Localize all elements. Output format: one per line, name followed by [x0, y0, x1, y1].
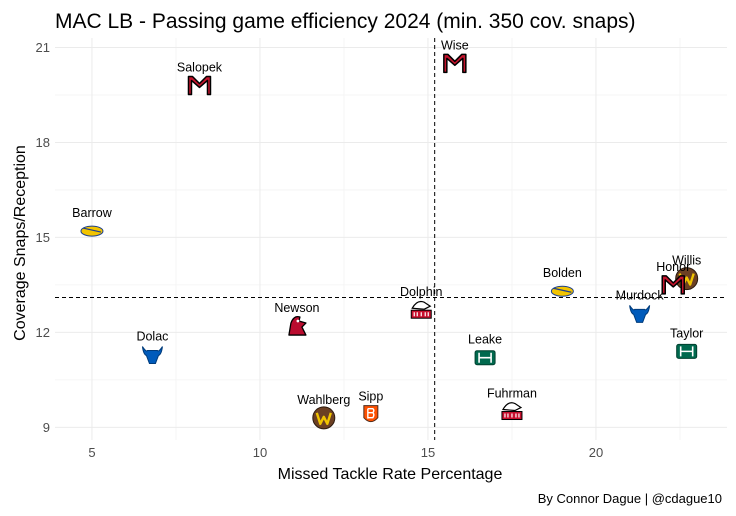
data-point: Taylor — [670, 326, 703, 359]
data-point: Honor — [656, 260, 690, 295]
point-label: Honor — [656, 260, 690, 274]
x-axis-ticks: 5 10 15 20 — [88, 445, 603, 460]
caption: By Connor Dague | @cdague10 — [538, 491, 722, 506]
miami-oh-logo-icon — [443, 53, 467, 74]
point-label: Barrow — [72, 206, 113, 220]
point-label: Dolac — [136, 330, 168, 344]
toledo-logo-icon — [80, 225, 104, 237]
northern-illinois-logo-icon — [410, 300, 432, 319]
grid — [55, 38, 727, 440]
point-label: Wise — [441, 38, 469, 52]
bowling-green-logo-icon — [363, 405, 379, 423]
y-tick-label: 15 — [36, 230, 50, 245]
toledo-logo-icon — [550, 285, 574, 297]
western-michigan-logo-icon — [312, 406, 336, 430]
point-label: Fuhrman — [487, 387, 537, 401]
data-point: Leake — [468, 333, 502, 366]
data-point: Salopek — [177, 60, 223, 96]
data-point: Wise — [441, 38, 469, 74]
buffalo-logo-icon — [141, 346, 163, 365]
y-tick-label: 12 — [36, 325, 50, 340]
ball-state-logo-icon — [288, 316, 307, 336]
reference-lines — [55, 38, 727, 440]
data-point: Fuhrman — [487, 387, 537, 421]
x-tick-label: 15 — [421, 445, 435, 460]
point-label: Sipp — [358, 390, 383, 404]
point-label: Taylor — [670, 326, 703, 340]
data-point: Barrow — [72, 206, 113, 237]
x-tick-label: 5 — [88, 445, 95, 460]
data-point: Sipp — [358, 390, 383, 423]
chart-title: MAC LB - Passing game efficiency 2024 (m… — [55, 10, 636, 33]
data-point: Dolac — [136, 330, 168, 365]
y-tick-label: 9 — [43, 420, 50, 435]
y-tick-label: 18 — [36, 135, 50, 150]
x-tick-label: 20 — [589, 445, 603, 460]
x-axis-title: Missed Tackle Rate Percentage — [278, 466, 503, 483]
ohio-logo-icon — [474, 350, 496, 366]
data-point: Bolden — [543, 266, 582, 297]
data-point: Wahlberg — [297, 393, 350, 430]
northern-illinois-logo-icon — [501, 402, 523, 421]
ohio-logo-icon — [676, 343, 698, 359]
data-point: Dolphin — [400, 285, 442, 319]
point-label: Newson — [274, 301, 319, 315]
point-label: Murdock — [616, 288, 665, 302]
point-label: Dolphin — [400, 285, 442, 299]
miami-oh-logo-icon — [661, 275, 685, 295]
point-label: Bolden — [543, 266, 582, 280]
y-axis-title: Coverage Snaps/Reception — [12, 145, 29, 341]
buffalo-logo-icon — [629, 305, 651, 323]
y-axis-ticks: 9 12 15 18 21 — [36, 40, 50, 435]
point-label: Leake — [468, 333, 502, 347]
miami-oh-logo-icon — [187, 75, 212, 96]
point-label: Salopek — [177, 60, 223, 74]
y-tick-label: 21 — [36, 40, 50, 55]
data-point: Murdock — [616, 288, 665, 323]
point-label: Willis — [672, 254, 701, 268]
point-label: Wahlberg — [297, 393, 350, 407]
data-point: Newson — [274, 301, 320, 336]
x-tick-label: 10 — [253, 445, 267, 460]
